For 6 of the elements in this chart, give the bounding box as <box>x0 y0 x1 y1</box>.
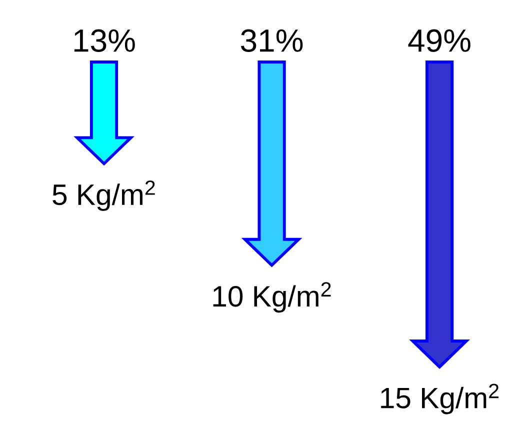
category-label: 31% <box>240 29 303 52</box>
data-label: 10 Kg/m$^{2}$ <box>213 282 331 313</box>
category-label: 49% <box>408 29 470 52</box>
category-label: 13% <box>74 29 135 52</box>
data-label: 5 Kg/m$^{2}$ <box>52 180 155 211</box>
data-label: 15 Kg/m$^{2}$ <box>381 384 499 414</box>
